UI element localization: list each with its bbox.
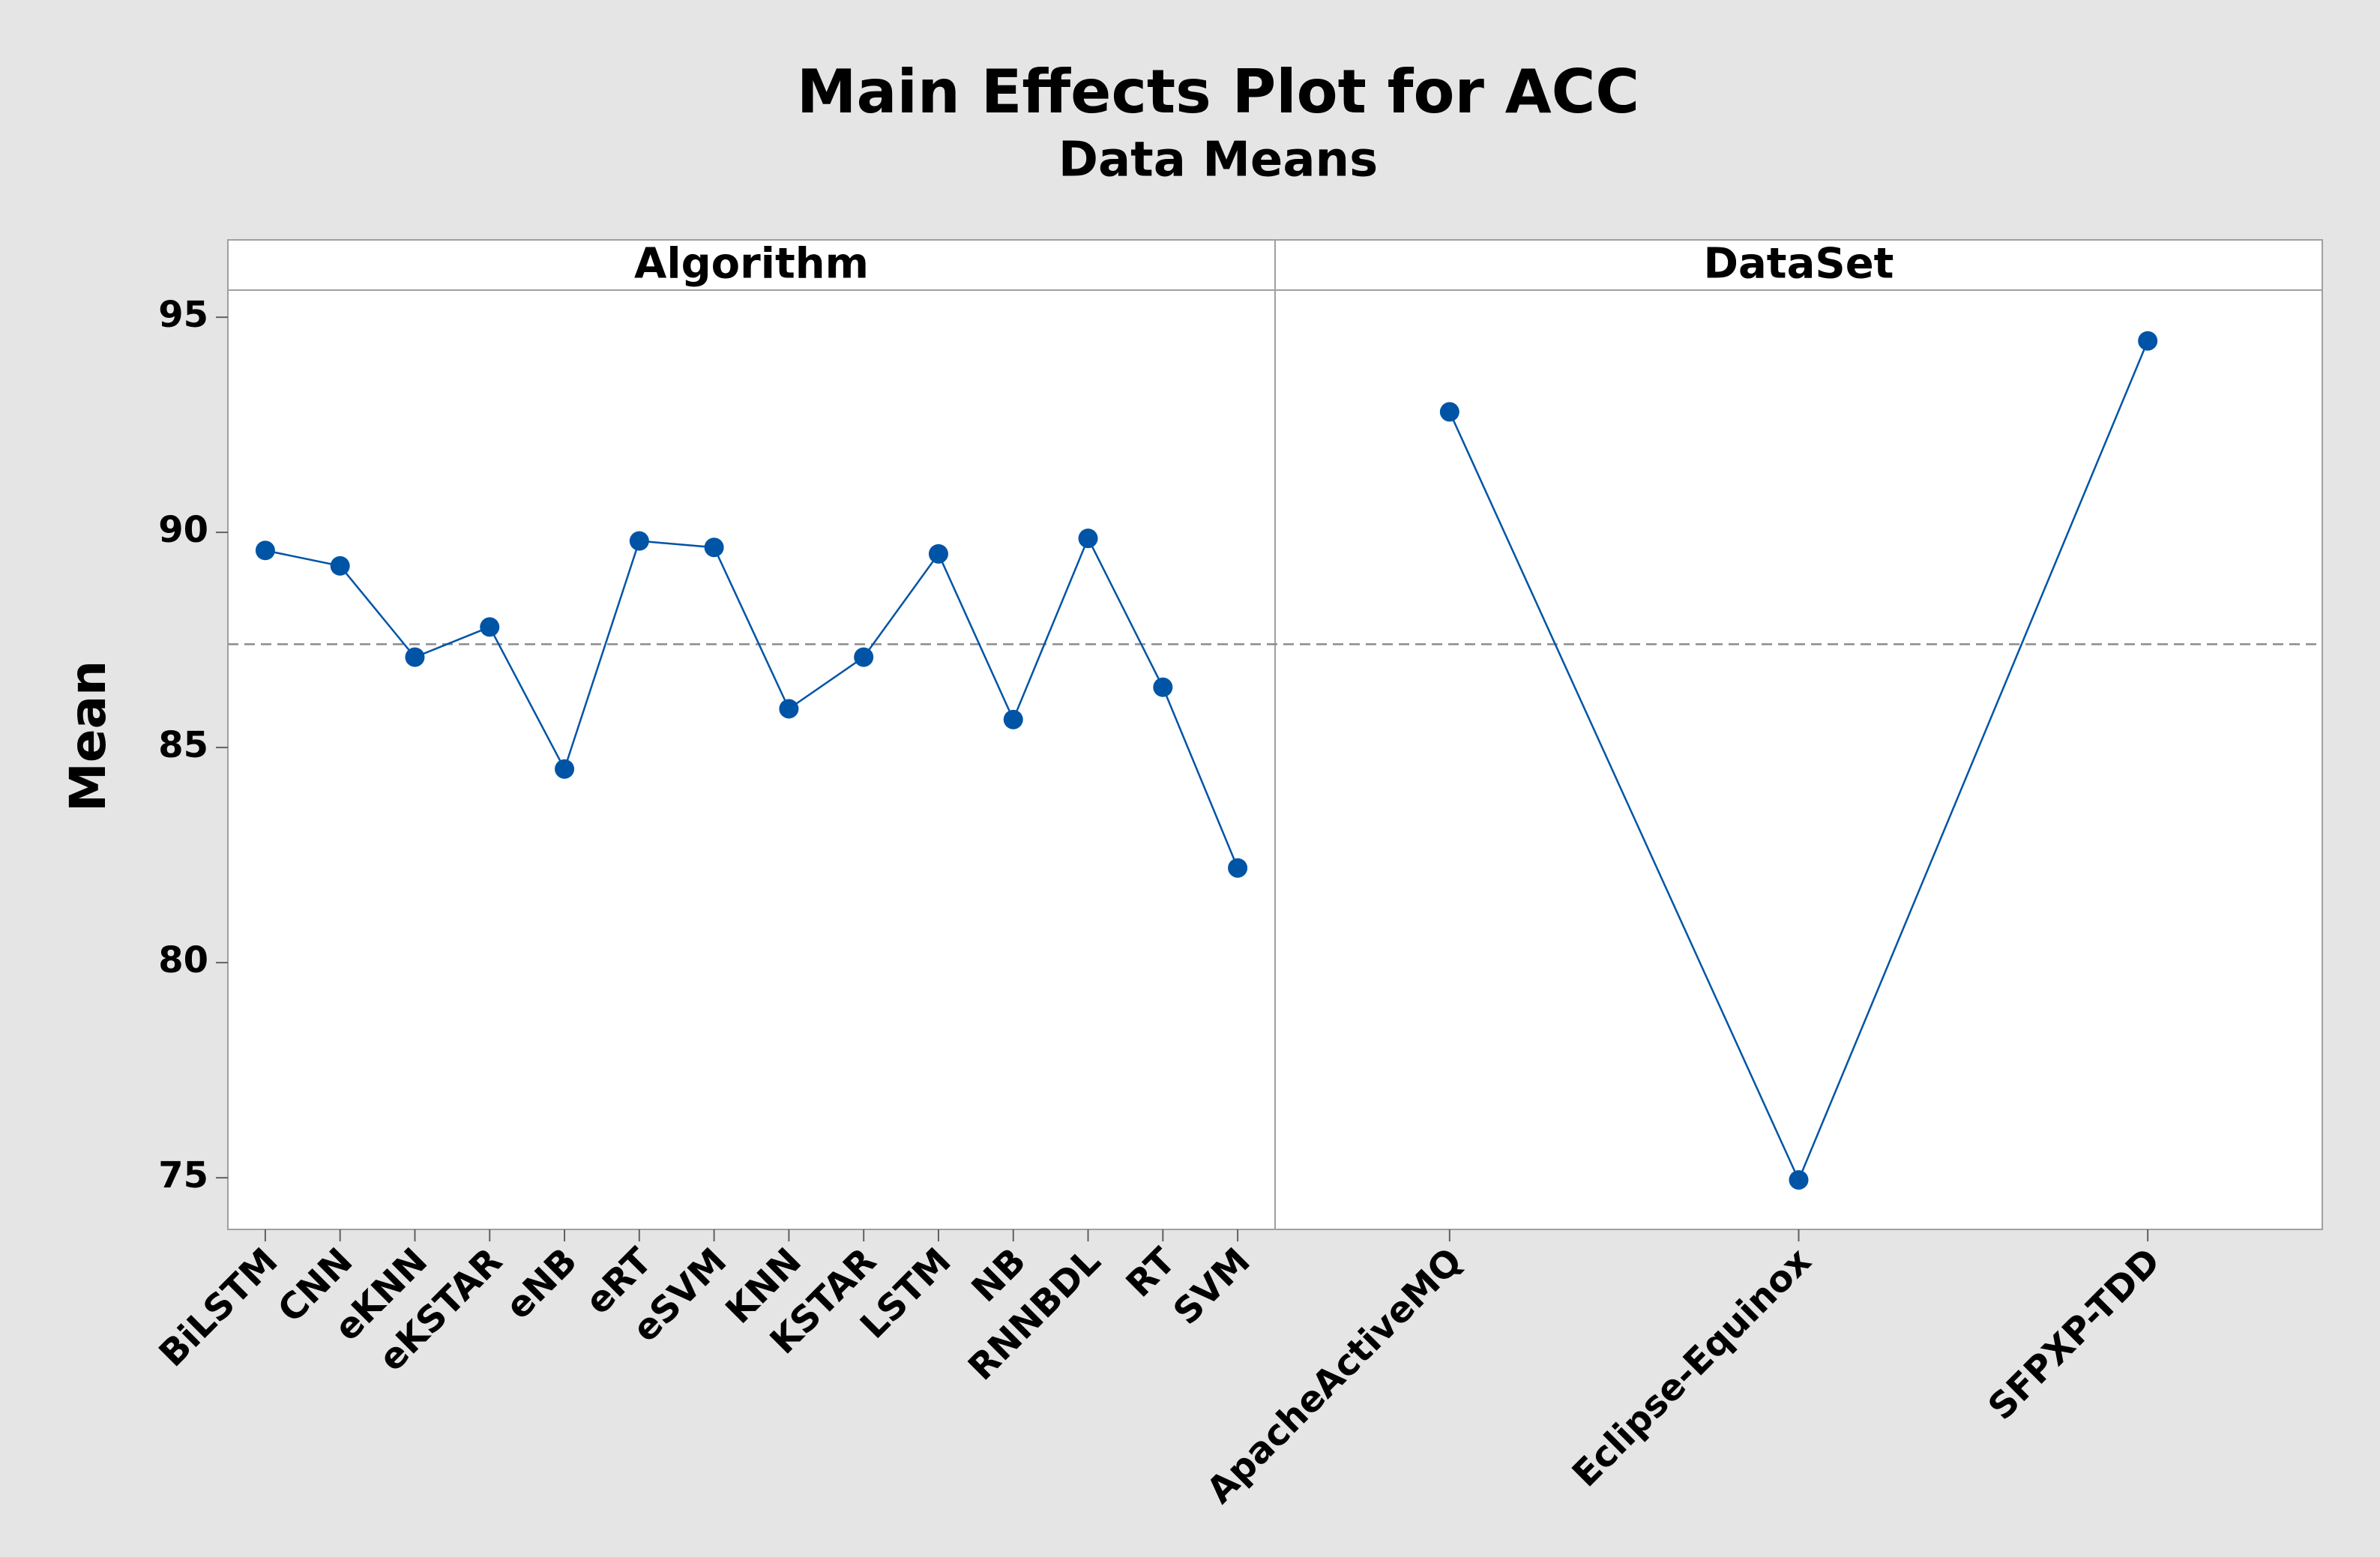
plot-area — [1274, 289, 2323, 1230]
data-point — [928, 543, 948, 564]
panel-strip — [227, 239, 1276, 291]
data-point — [330, 555, 350, 576]
panel-strip-label: DataSet — [1704, 240, 1894, 289]
data-point — [2138, 331, 2158, 351]
data-point — [1789, 1169, 1809, 1190]
y-tick-label: 90 — [158, 509, 208, 551]
data-point — [1228, 858, 1248, 878]
data-point — [1003, 709, 1023, 729]
data-point — [555, 759, 575, 779]
data-point — [1439, 402, 1459, 422]
data-point — [704, 537, 724, 558]
data-point — [1078, 528, 1098, 549]
panel-strip — [1274, 239, 2323, 291]
series-line — [265, 536, 1239, 869]
data-point — [629, 531, 649, 551]
y-tick-label: 95 — [158, 294, 208, 336]
y-tick-label: 75 — [158, 1154, 208, 1196]
data-point — [779, 699, 799, 719]
data-point — [255, 540, 275, 561]
data-point — [854, 647, 874, 667]
chart-subtitle: Data Means — [1058, 133, 1378, 188]
panel-strip-label: Algorithm — [634, 240, 869, 289]
plot-area — [227, 289, 1276, 1230]
y-axis-label: Mean — [59, 660, 117, 812]
y-tick-label: 85 — [158, 724, 208, 766]
chart-title: Main Effects Plot for ACC — [797, 57, 1639, 127]
data-point — [480, 617, 500, 637]
data-point — [405, 647, 425, 667]
y-tick-label: 80 — [158, 939, 208, 981]
data-point — [1153, 677, 1173, 697]
